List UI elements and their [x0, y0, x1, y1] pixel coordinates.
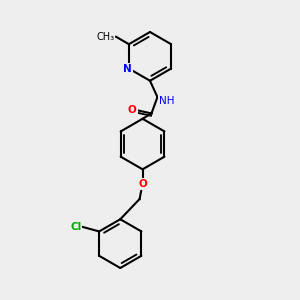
Text: N: N — [123, 64, 132, 74]
Text: O: O — [138, 178, 147, 189]
Text: Cl: Cl — [70, 222, 81, 232]
Text: NH: NH — [159, 96, 174, 106]
Text: O: O — [128, 106, 136, 116]
Text: CH₃: CH₃ — [96, 32, 115, 42]
